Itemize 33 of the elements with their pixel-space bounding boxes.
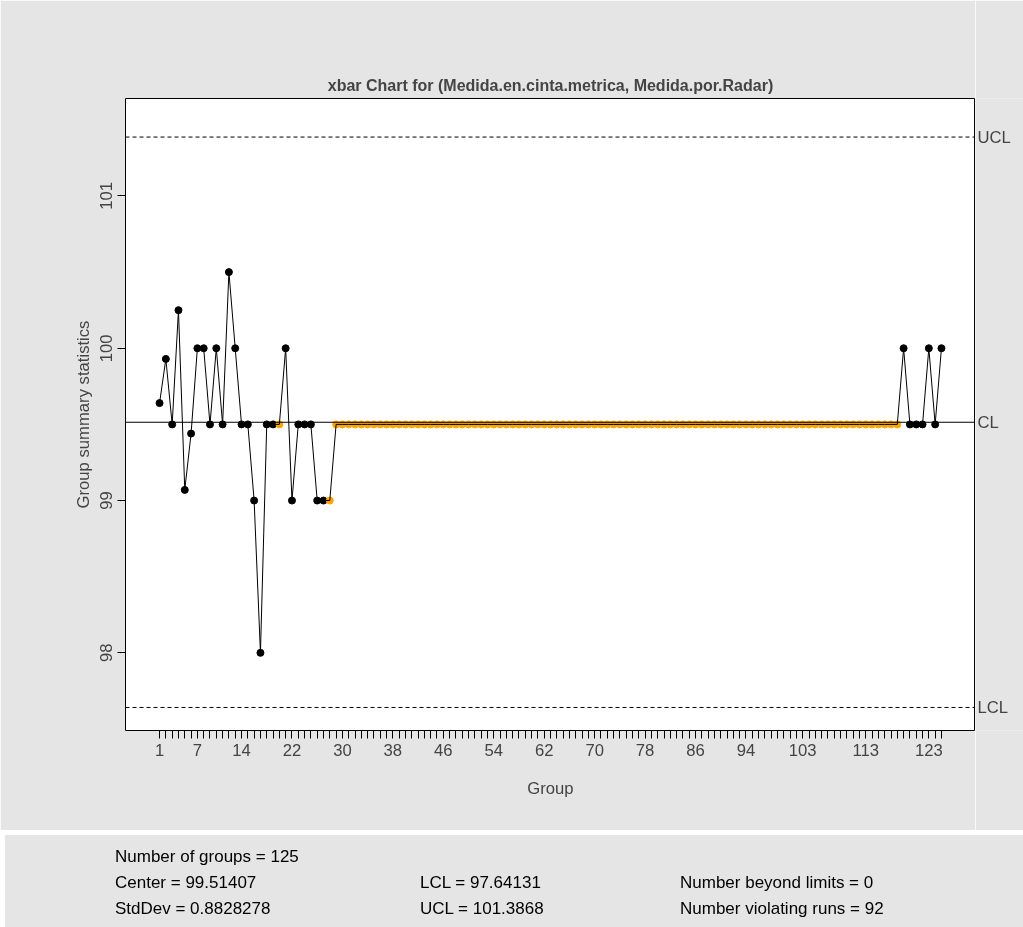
x-tick-label: 1 xyxy=(154,740,165,760)
x-tick-label: 123 xyxy=(914,740,943,760)
x-tick-label: 14 xyxy=(232,740,251,760)
ref-line-label: CL xyxy=(977,412,999,432)
x-tick-label: 46 xyxy=(434,740,453,760)
x-tick-label: 113 xyxy=(852,740,880,760)
x-tick-label: 94 xyxy=(736,740,756,760)
ref-line-label: UCL xyxy=(977,127,1011,147)
x-tick-label: 30 xyxy=(333,740,352,760)
x-axis-title: Group xyxy=(527,778,574,798)
y-tick-label: 101 xyxy=(97,182,117,210)
text: Number beyond limits = 0 xyxy=(680,872,874,894)
x-tick-label: 54 xyxy=(484,740,504,760)
x-tick-label: 62 xyxy=(534,740,554,760)
y-tick-label: 100 xyxy=(97,334,117,363)
x-tick-label: 22 xyxy=(282,740,302,760)
chart-title: xbar Chart for (Medida.en.cinta.metrica, Medida.por.Radar) xyxy=(327,76,774,94)
y-tick-label: 99 xyxy=(97,491,117,510)
x-tick-label: 103 xyxy=(788,740,817,760)
text: Number violating runs = 92 xyxy=(680,898,884,920)
text: LCL = 97.64131 xyxy=(420,872,541,894)
text: Center = 99.51407 xyxy=(115,872,257,894)
x-tick-label: 78 xyxy=(635,740,655,760)
x-tick-label: 7 xyxy=(192,740,203,760)
text: Number of groups = 125 xyxy=(115,846,299,868)
text: StdDev = 0.8828278 xyxy=(115,898,271,920)
x-tick-label: 70 xyxy=(585,740,604,760)
y-axis-title: Group summary statistics xyxy=(73,320,93,509)
text: UCL = 101.3868 xyxy=(420,898,544,920)
y-tick-label: 98 xyxy=(97,643,117,663)
x-tick-label: 38 xyxy=(383,740,403,760)
x-tick-label: 86 xyxy=(686,740,705,760)
ref-line-label: LCL xyxy=(977,697,1009,717)
